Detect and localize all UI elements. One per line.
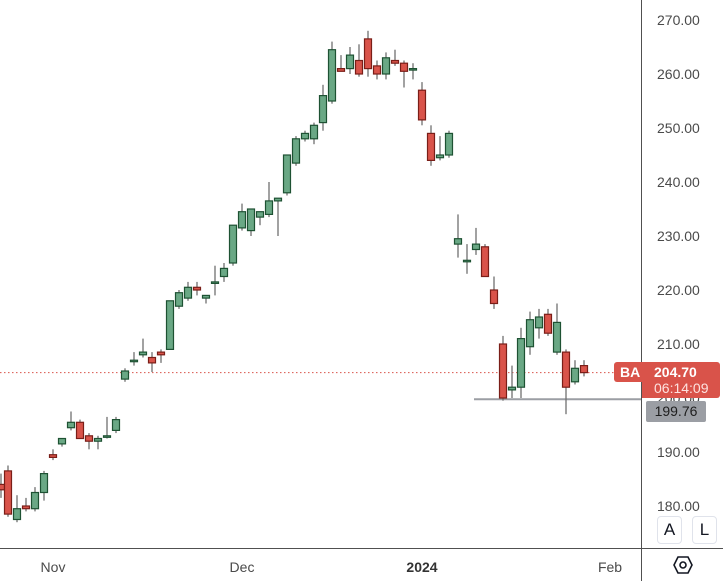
candle bbox=[453, 214, 463, 258]
candle bbox=[192, 281, 202, 296]
candle bbox=[246, 208, 256, 236]
candle bbox=[345, 47, 355, 74]
chart-settings-button[interactable] bbox=[641, 548, 723, 581]
candle bbox=[318, 84, 328, 131]
candle bbox=[552, 303, 562, 355]
candle bbox=[417, 82, 427, 126]
candle bbox=[300, 130, 310, 142]
candle bbox=[516, 327, 526, 398]
candle bbox=[174, 290, 184, 309]
candle bbox=[579, 360, 589, 377]
candle bbox=[138, 338, 148, 358]
candlestick-chart bbox=[0, 30, 641, 523]
time-tick: 2024 bbox=[406, 559, 438, 575]
price-tick: 270.00 bbox=[657, 12, 700, 28]
candle bbox=[102, 416, 112, 439]
time-tick: Dec bbox=[229, 559, 255, 575]
candle bbox=[525, 311, 535, 355]
candle bbox=[111, 416, 121, 434]
price-tick: 230.00 bbox=[657, 228, 700, 244]
candle bbox=[399, 60, 409, 88]
candle bbox=[210, 265, 220, 296]
price-tick: 210.00 bbox=[657, 336, 700, 352]
candle bbox=[381, 52, 391, 80]
candle bbox=[462, 244, 472, 274]
candle bbox=[390, 49, 400, 66]
candle bbox=[570, 360, 580, 385]
candle bbox=[444, 130, 454, 158]
candle bbox=[165, 300, 175, 350]
candle bbox=[84, 433, 94, 450]
candle bbox=[147, 352, 157, 373]
candle bbox=[309, 122, 319, 145]
candle bbox=[12, 495, 22, 523]
candle bbox=[237, 203, 247, 231]
price-axis[interactable]: 270.00 260.00 250.00 240.00 230.00 220.00 210.… bbox=[641, 0, 723, 548]
candle bbox=[561, 349, 571, 415]
candle bbox=[228, 224, 238, 266]
candle bbox=[435, 136, 445, 161]
horizontal-level-label: 199.76 bbox=[646, 401, 706, 422]
candle bbox=[327, 41, 337, 104]
candle bbox=[219, 263, 229, 282]
candle bbox=[30, 487, 40, 512]
candle bbox=[39, 470, 49, 501]
price-tick: 250.00 bbox=[657, 120, 700, 136]
candle bbox=[264, 182, 274, 218]
candle bbox=[66, 411, 76, 431]
price-tick: 190.00 bbox=[657, 444, 700, 460]
candle bbox=[372, 60, 382, 80]
price-tick: 260.00 bbox=[657, 66, 700, 82]
auto-scale-button[interactable]: A bbox=[657, 516, 682, 544]
candle bbox=[471, 227, 481, 255]
price-tick: 180.00 bbox=[657, 498, 700, 514]
candle bbox=[489, 276, 499, 309]
candle bbox=[0, 473, 6, 498]
candle bbox=[129, 352, 139, 366]
candle bbox=[507, 365, 517, 398]
price-tick: 220.00 bbox=[657, 282, 700, 298]
candle bbox=[156, 349, 166, 363]
candle bbox=[273, 197, 283, 236]
bar-countdown: 06:14:09 bbox=[654, 380, 709, 396]
time-axis[interactable]: Nov Dec 2024 Feb bbox=[0, 548, 641, 581]
candle bbox=[336, 55, 346, 72]
symbol-label: BA bbox=[614, 362, 647, 382]
log-scale-button[interactable]: L bbox=[692, 516, 717, 544]
candle bbox=[48, 449, 58, 461]
time-tick: Nov bbox=[40, 559, 66, 575]
candle bbox=[75, 419, 85, 440]
candle bbox=[3, 465, 13, 517]
candle bbox=[291, 136, 301, 166]
candle bbox=[255, 211, 265, 226]
candle bbox=[534, 308, 544, 339]
time-tick: Feb bbox=[597, 559, 623, 575]
price-tick: 240.00 bbox=[657, 174, 700, 190]
candle bbox=[57, 437, 67, 447]
candle bbox=[363, 30, 373, 77]
chart-plot-area[interactable] bbox=[0, 0, 641, 548]
hexagon-settings-icon bbox=[673, 556, 693, 574]
last-price: 204.70 bbox=[654, 364, 697, 380]
candle bbox=[408, 63, 418, 80]
candle bbox=[93, 435, 103, 450]
candle bbox=[183, 281, 193, 301]
candle bbox=[480, 244, 490, 278]
candle bbox=[282, 154, 292, 196]
candle bbox=[426, 125, 436, 166]
candle bbox=[120, 368, 130, 382]
candle bbox=[498, 335, 508, 401]
candle bbox=[201, 294, 211, 304]
candle bbox=[543, 308, 553, 336]
candle bbox=[354, 44, 364, 77]
last-price-label: 204.70 06:14:09 bbox=[642, 362, 720, 398]
candle bbox=[21, 497, 31, 512]
